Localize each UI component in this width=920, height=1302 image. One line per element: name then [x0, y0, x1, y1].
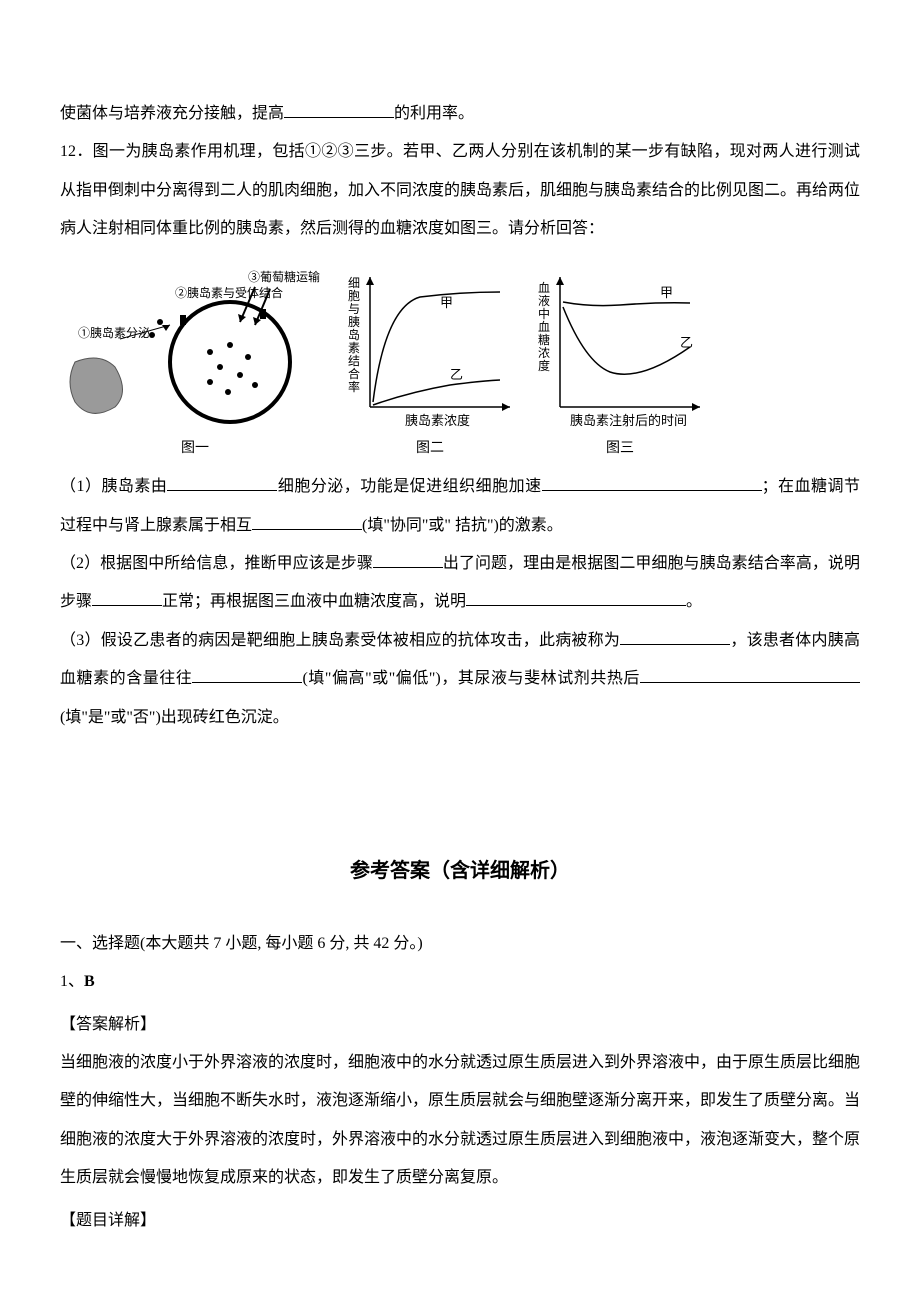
figures-row: ②胰岛素与受体结合 ③葡萄糖运输 ①胰岛素分泌	[60, 267, 860, 459]
figure-3: 血液中血糖浓度 甲 乙 胰岛素注射后的时间 图三	[530, 267, 710, 459]
fig1-caption: 图一	[60, 439, 330, 459]
section-1-heading: 一、选择题(本大题共 7 小题, 每小题 6 分, 共 42 分。)	[60, 925, 860, 963]
fig3-label-a: 甲	[660, 285, 673, 300]
cell-membrane	[170, 302, 290, 422]
blank-3a	[620, 629, 730, 645]
blank-2a	[373, 552, 443, 568]
q12-part1: （1）胰岛素由细胞分泌，功能是促进组织细胞加速；在血糖调节过程中与肾上腺素属于相…	[60, 468, 860, 545]
fig3-ylabel: 血液中血糖浓度	[538, 281, 550, 373]
fig3-curve-a	[563, 302, 690, 306]
fig2-curve-b	[373, 380, 500, 405]
q12-intro: 12．图一为胰岛素作用机理，包括①②③三步。若甲、乙两人分别在该机制的某一步有缺…	[60, 133, 860, 248]
figure-2: 细胞与胰岛素结合率 甲 乙 胰岛素浓度 图二	[340, 267, 520, 459]
answer-q1: 1、B	[60, 963, 860, 1001]
q12-part2: （2）根据图中所给信息，推断甲应该是步骤出了问题，理由是根据图二甲细胞与胰岛素结…	[60, 545, 860, 622]
blank-1a	[167, 475, 277, 491]
figure-3-svg: 血液中血糖浓度 甲 乙 胰岛素注射后的时间	[530, 267, 710, 437]
figure-1-svg: ②胰岛素与受体结合 ③葡萄糖运输 ①胰岛素分泌	[60, 267, 330, 437]
pancreas-shape	[70, 358, 123, 413]
fig2-xlabel: 胰岛素浓度	[405, 413, 470, 428]
blank-2b	[92, 590, 162, 606]
answer-title: 参考答案（含详细解析）	[60, 847, 860, 895]
detail-label: 【题目详解】	[60, 1202, 860, 1240]
answer-q1-letter: B	[84, 973, 95, 990]
analysis-label: 【答案解析】	[60, 1006, 860, 1044]
fig3-caption: 图三	[530, 439, 710, 459]
fig3-xlabel: 胰岛素注射后的时间	[570, 413, 687, 428]
fig2-curve-a	[373, 292, 500, 402]
figure-2-svg: 细胞与胰岛素结合率 甲 乙 胰岛素浓度	[340, 267, 520, 437]
blank-1c	[252, 514, 362, 530]
blank-3c	[640, 667, 860, 683]
blank-3b	[192, 667, 302, 683]
fig2-caption: 图二	[340, 439, 520, 459]
fig2-label-b: 乙	[450, 367, 463, 382]
blank-1b	[542, 475, 762, 491]
fig1-step3-label: ③葡萄糖运输	[248, 269, 320, 284]
q12-part3: （3）假设乙患者的病因是靶细胞上胰岛素受体被相应的抗体攻击，此病被称为，该患者体…	[60, 622, 860, 737]
fig2-label-a: 甲	[440, 295, 453, 310]
blank-utilization	[284, 102, 394, 118]
fig1-step1-label: ①胰岛素分泌	[78, 325, 150, 340]
fig3-curve-b	[563, 307, 690, 374]
answer-q1-num: 1、	[60, 973, 84, 990]
fig2-ylabel: 细胞与胰岛素结合率	[348, 276, 360, 394]
figure-1: ②胰岛素与受体结合 ③葡萄糖运输 ①胰岛素分泌	[60, 267, 330, 459]
analysis-text: 当细胞液的浓度小于外界溶液的浓度时，细胞液中的水分就透过原生质层进入到外界溶液中…	[60, 1044, 860, 1198]
blank-2c	[466, 590, 686, 606]
fig3-label-b: 乙	[680, 335, 693, 350]
fragment-line-top: 使菌体与培养液充分接触，提高的利用率。	[60, 95, 860, 133]
